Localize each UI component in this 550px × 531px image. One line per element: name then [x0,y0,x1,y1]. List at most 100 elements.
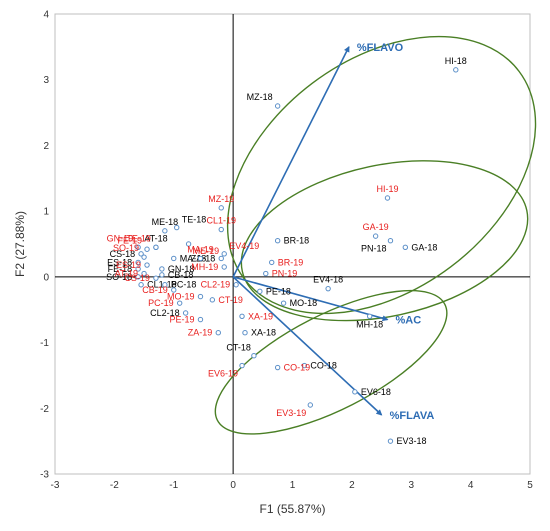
data-point [221,251,227,257]
data-point-label: CB-19 [142,285,168,295]
variable-vector [232,45,350,278]
data-point-label: EV6-19 [208,369,238,379]
y-tick-label: 4 [43,10,49,21]
data-point-label: FE-18 [108,264,133,274]
data-point-label: GN-19 [107,233,134,243]
data-point-label: MH-19 [191,262,218,272]
group-ellipse [240,160,529,322]
y-tick-label: 3 [43,75,49,86]
data-point-label: EV4-18 [313,275,343,285]
data-point-label: GN-18 [168,264,195,274]
data-point [387,238,394,244]
data-point-label: CO-18 [310,361,337,371]
data-point [159,266,165,272]
data-point-label: PC-18 [171,280,197,290]
data-point-label: HI-18 [445,56,467,66]
variable-vector [232,276,389,322]
data-point [135,274,141,280]
data-point [182,310,189,316]
data-point-label: GA-18 [411,242,437,252]
data-point [141,254,147,260]
data-point [144,246,150,252]
plot-frame [54,13,531,475]
data-point-label: CL1-18 [147,280,177,290]
data-point [197,255,204,262]
x-tick-label: 4 [468,480,474,491]
x-tick-label: 3 [408,480,414,491]
y-tick-label: 0 [43,272,49,283]
data-point-label: HI-19 [376,184,398,194]
data-point-label: EV3-18 [396,436,426,446]
y-tick-label: 1 [43,207,49,218]
data-point [301,362,308,369]
data-point [239,313,245,319]
x-tick-label: -2 [110,480,119,491]
data-point-label: EV4-19 [229,241,259,251]
x-tick-label: 2 [349,480,355,491]
y-tick-label: -3 [40,470,49,481]
data-point-label: AT-18 [144,233,167,243]
data-point-label: CO-19 [284,363,311,373]
data-point-label: XA-19 [248,311,273,321]
data-point-label: PN-18 [361,244,387,254]
data-point [135,259,141,266]
data-point-label: ME-18 [152,217,179,227]
data-point-label: PE-18 [266,286,291,296]
data-point-label: MO-18 [290,298,318,308]
data-point-label: BR-18 [284,236,310,246]
data-point [197,293,204,300]
data-point-label: TE-19 [126,233,151,243]
data-point-label: MA-18 [180,253,207,263]
data-point-label: MH-18 [356,319,383,329]
x-tick-label: 0 [230,480,236,491]
data-point-label: MO-19 [167,292,195,302]
data-point-label: SO-19 [113,243,139,253]
data-point [215,330,221,336]
data-point [325,285,331,292]
x-tick-label: 5 [527,480,533,491]
data-point [384,195,391,201]
data-point [372,233,379,239]
data-point [162,228,168,234]
data-point-label: MZ-18 [247,92,273,102]
data-point [221,264,227,270]
data-point [366,313,373,319]
data-point [269,259,275,266]
data-point [263,270,269,277]
data-point-label: GA-19 [363,222,389,232]
data-point-label: ZA-19 [188,328,213,338]
data-point-label: ES-19 [116,260,141,270]
data-point-label: XA-18 [251,328,276,338]
data-point-label: CL2-18 [150,308,180,318]
data-point [387,438,394,444]
data-point-label: FE-19 [118,235,143,245]
data-point [185,241,192,247]
x-tick-label: 1 [290,480,296,491]
data-point [218,255,224,262]
data-point-label: MZ-19 [208,194,234,204]
data-point-label: CT-18 [226,343,251,353]
data-point [453,67,459,73]
data-point [135,266,141,272]
data-point-label: CL1-19 [206,216,236,226]
data-point-label: CB-18 [168,270,194,280]
data-point-label: EV6-18 [361,387,391,397]
data-point-label: CT-19 [218,295,243,305]
data-point [174,224,180,231]
data-point [171,255,177,262]
data-point [274,103,281,109]
data-point-label: CS-18 [110,249,136,259]
data-point [239,362,245,369]
data-point [171,287,177,293]
variable-vector-label: %FLAVA [390,410,435,422]
variable-vector-label: %FLAVO [357,42,404,54]
data-point-label: AT-19 [115,269,138,279]
group-ellipse [214,289,448,435]
data-point-label: CS-19 [124,273,150,283]
x-axis-title: F1 (55.87%) [259,502,325,516]
data-point-label: PE-19 [169,315,194,325]
data-point [257,288,263,295]
y-axis-title: F2 (27.88%) [13,211,27,277]
data-point-label: CL2-19 [201,280,231,290]
